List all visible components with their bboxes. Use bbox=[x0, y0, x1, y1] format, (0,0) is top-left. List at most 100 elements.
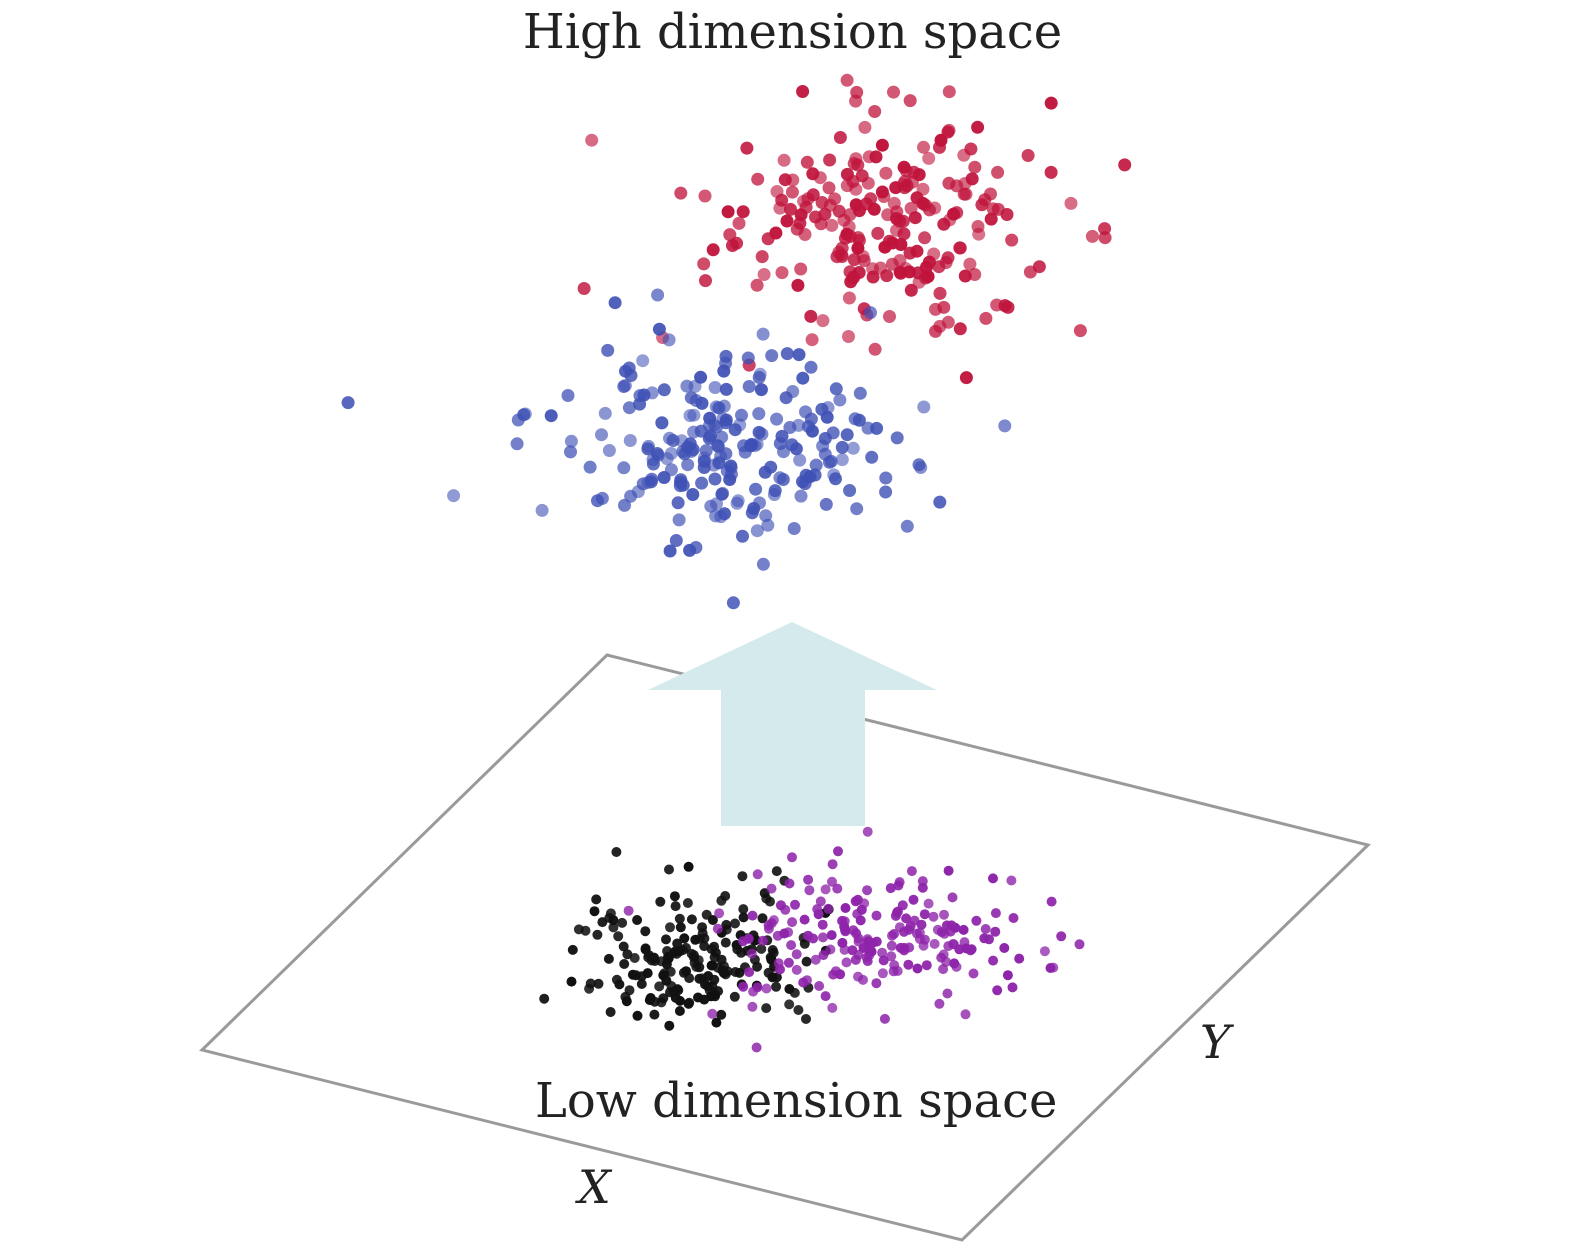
black-point bbox=[730, 967, 741, 977]
red-point bbox=[864, 192, 878, 206]
blue-point bbox=[676, 445, 690, 459]
blue-point bbox=[674, 475, 687, 489]
blue-point bbox=[624, 369, 638, 382]
black-point bbox=[655, 896, 666, 907]
purple-point bbox=[877, 968, 888, 979]
purple-point bbox=[803, 874, 814, 885]
purple-point bbox=[936, 952, 947, 963]
blue-point bbox=[686, 488, 700, 501]
purple-point bbox=[886, 940, 897, 951]
black-point bbox=[707, 915, 718, 925]
black-point bbox=[567, 944, 578, 955]
purple-point bbox=[912, 963, 923, 974]
purple-point bbox=[919, 909, 930, 920]
blue-point bbox=[657, 383, 671, 397]
high-dim-red-cluster bbox=[577, 73, 1132, 385]
purple-point bbox=[1039, 946, 1050, 957]
blue-point bbox=[861, 421, 875, 435]
black-point bbox=[645, 993, 656, 1004]
purple-point bbox=[791, 949, 802, 960]
purple-point bbox=[853, 971, 863, 982]
blue-point bbox=[756, 327, 770, 341]
black-point bbox=[767, 972, 778, 983]
red-point bbox=[1005, 233, 1019, 247]
red-point bbox=[757, 268, 771, 281]
red-point bbox=[840, 73, 854, 87]
black-point bbox=[539, 993, 550, 1004]
purple-point bbox=[818, 950, 829, 961]
red-point bbox=[770, 185, 784, 198]
red-point bbox=[816, 314, 830, 328]
black-point bbox=[636, 979, 647, 989]
purple-point bbox=[958, 924, 969, 935]
low-dim-black-cluster bbox=[539, 847, 875, 1031]
red-point bbox=[972, 227, 986, 241]
blue-point bbox=[608, 296, 622, 310]
blue-point bbox=[633, 397, 647, 411]
red-point bbox=[1044, 165, 1058, 179]
red-point bbox=[904, 283, 918, 297]
purple-point bbox=[814, 981, 825, 991]
red-point bbox=[937, 217, 951, 231]
purple-point bbox=[840, 903, 851, 913]
purple-point bbox=[990, 926, 1001, 937]
blue-point bbox=[646, 453, 660, 467]
red-point bbox=[939, 256, 953, 269]
red-point bbox=[1001, 300, 1015, 314]
blue-point bbox=[742, 380, 756, 393]
blue-point bbox=[829, 382, 843, 396]
black-point bbox=[603, 953, 614, 964]
purple-point bbox=[743, 933, 754, 944]
purple-point bbox=[840, 926, 851, 937]
black-point bbox=[729, 991, 740, 1002]
blue-point bbox=[776, 473, 790, 486]
purple-point bbox=[827, 859, 838, 870]
blue-point bbox=[341, 396, 355, 410]
blue-point bbox=[822, 455, 836, 469]
blue-point bbox=[802, 420, 815, 433]
blue-point bbox=[764, 460, 778, 474]
black-point bbox=[611, 847, 622, 857]
black-point bbox=[608, 915, 619, 926]
red-point bbox=[855, 169, 869, 183]
black-point bbox=[799, 938, 810, 949]
blue-point bbox=[865, 450, 879, 464]
red-point bbox=[852, 204, 866, 218]
purple-point bbox=[901, 913, 912, 924]
purple-point bbox=[1002, 970, 1013, 981]
purple-point bbox=[847, 945, 858, 956]
black-point bbox=[649, 952, 660, 963]
purple-point bbox=[1014, 953, 1025, 964]
blue-point bbox=[598, 406, 612, 420]
purple-point bbox=[971, 915, 982, 926]
red-point bbox=[1073, 324, 1087, 338]
red-point bbox=[917, 140, 930, 154]
blue-point bbox=[846, 441, 860, 455]
blue-point bbox=[642, 439, 655, 453]
red-point bbox=[922, 151, 936, 165]
black-point bbox=[611, 974, 622, 985]
high-dimension-title: High dimension space bbox=[522, 4, 1063, 60]
black-point bbox=[624, 985, 635, 996]
red-point bbox=[904, 201, 918, 215]
black-point bbox=[661, 959, 672, 970]
purple-point bbox=[832, 883, 843, 894]
black-point bbox=[665, 966, 676, 977]
blue-point bbox=[583, 460, 597, 474]
blue-point bbox=[917, 400, 931, 414]
red-point bbox=[706, 243, 720, 257]
purple-point bbox=[839, 944, 850, 955]
blue-point bbox=[752, 425, 766, 439]
red-point bbox=[950, 179, 964, 193]
red-point bbox=[832, 204, 846, 218]
red-point bbox=[867, 202, 881, 216]
red-point bbox=[842, 330, 855, 343]
purple-point bbox=[784, 878, 795, 889]
purple-point bbox=[827, 1002, 838, 1013]
purple-point bbox=[748, 986, 759, 997]
purple-point bbox=[779, 928, 790, 939]
black-point bbox=[732, 944, 743, 955]
red-point bbox=[933, 319, 947, 333]
purple-point bbox=[848, 925, 859, 936]
